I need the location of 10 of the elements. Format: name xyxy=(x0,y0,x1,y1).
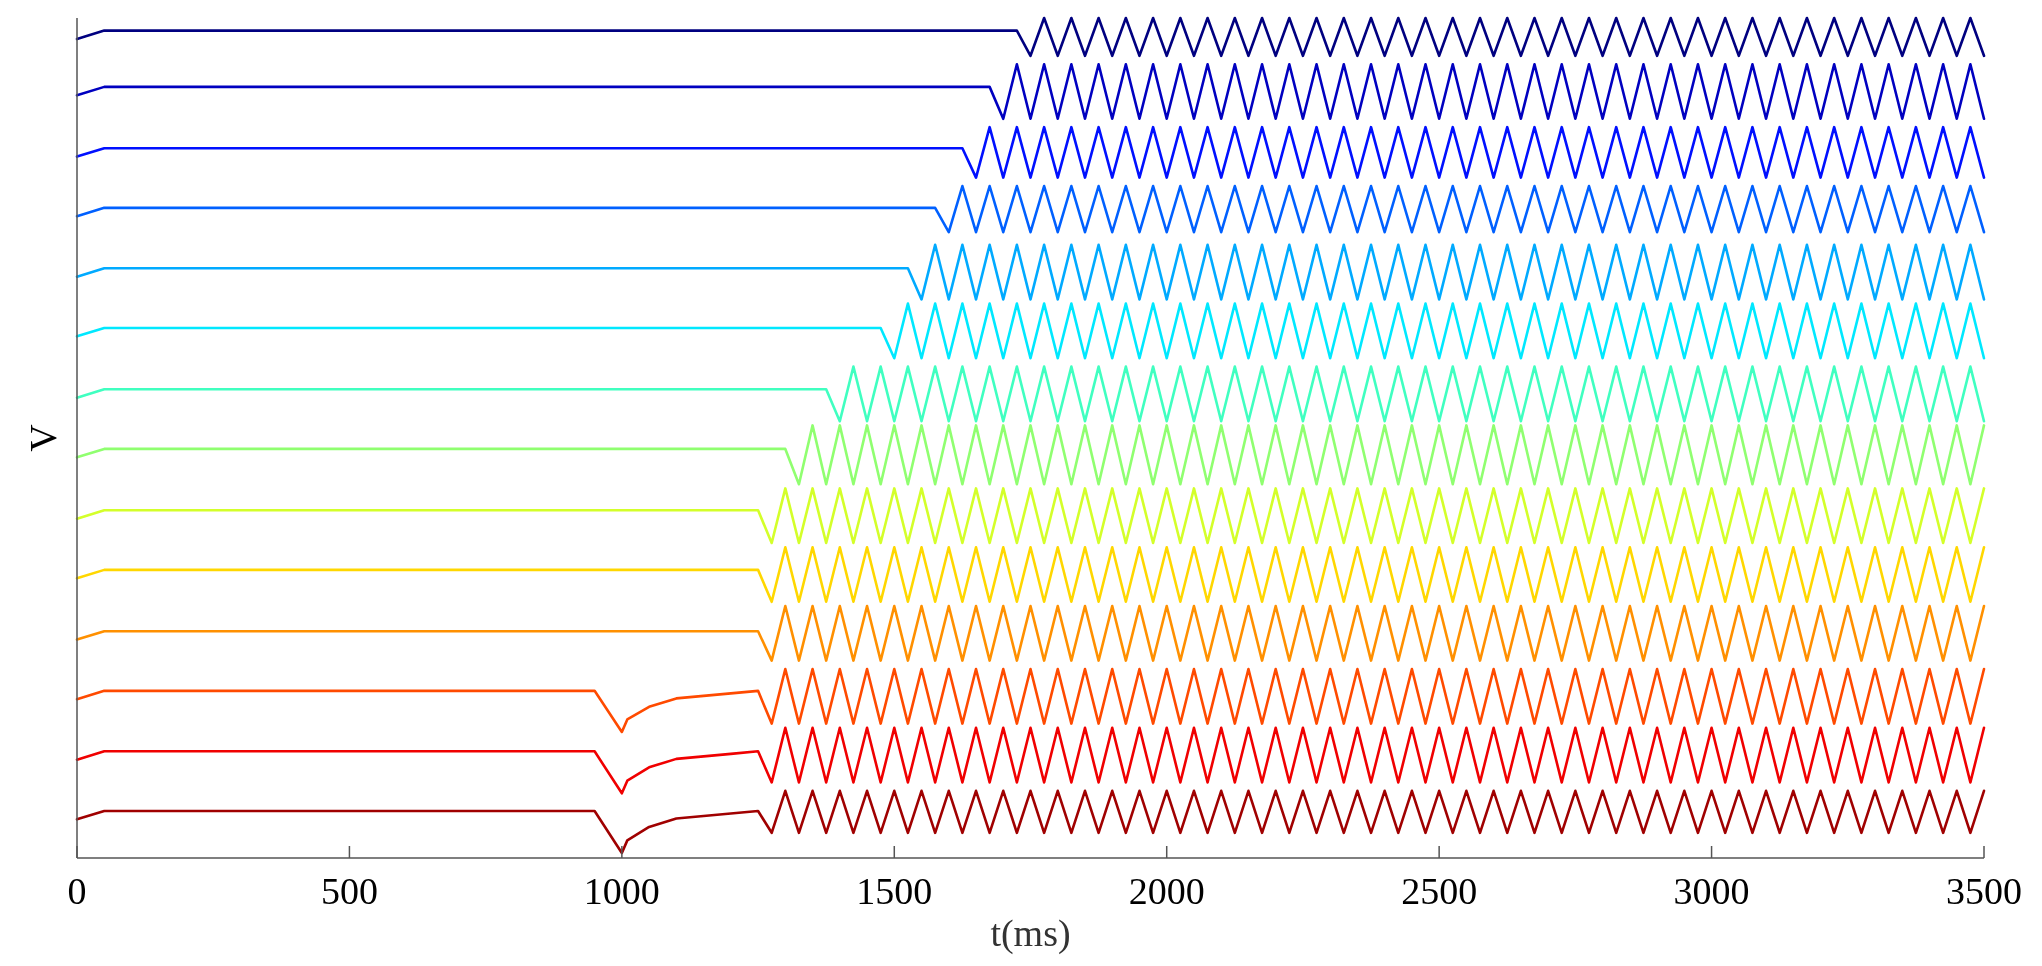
x-tick-label: 1500 xyxy=(856,870,933,912)
y-axis-title: V xyxy=(22,423,64,452)
x-tick-label: 2000 xyxy=(1128,870,1205,912)
x-tick-label: 2500 xyxy=(1401,870,1478,912)
x-tick-label: 500 xyxy=(320,870,378,912)
x-tick-label: 3000 xyxy=(1673,870,1750,912)
x-tick-label: 1000 xyxy=(583,870,660,912)
x-tick-label: 0 xyxy=(67,870,87,912)
x-axis-title: t(ms) xyxy=(990,912,1071,955)
x-tick-label: 3500 xyxy=(1946,870,2022,912)
